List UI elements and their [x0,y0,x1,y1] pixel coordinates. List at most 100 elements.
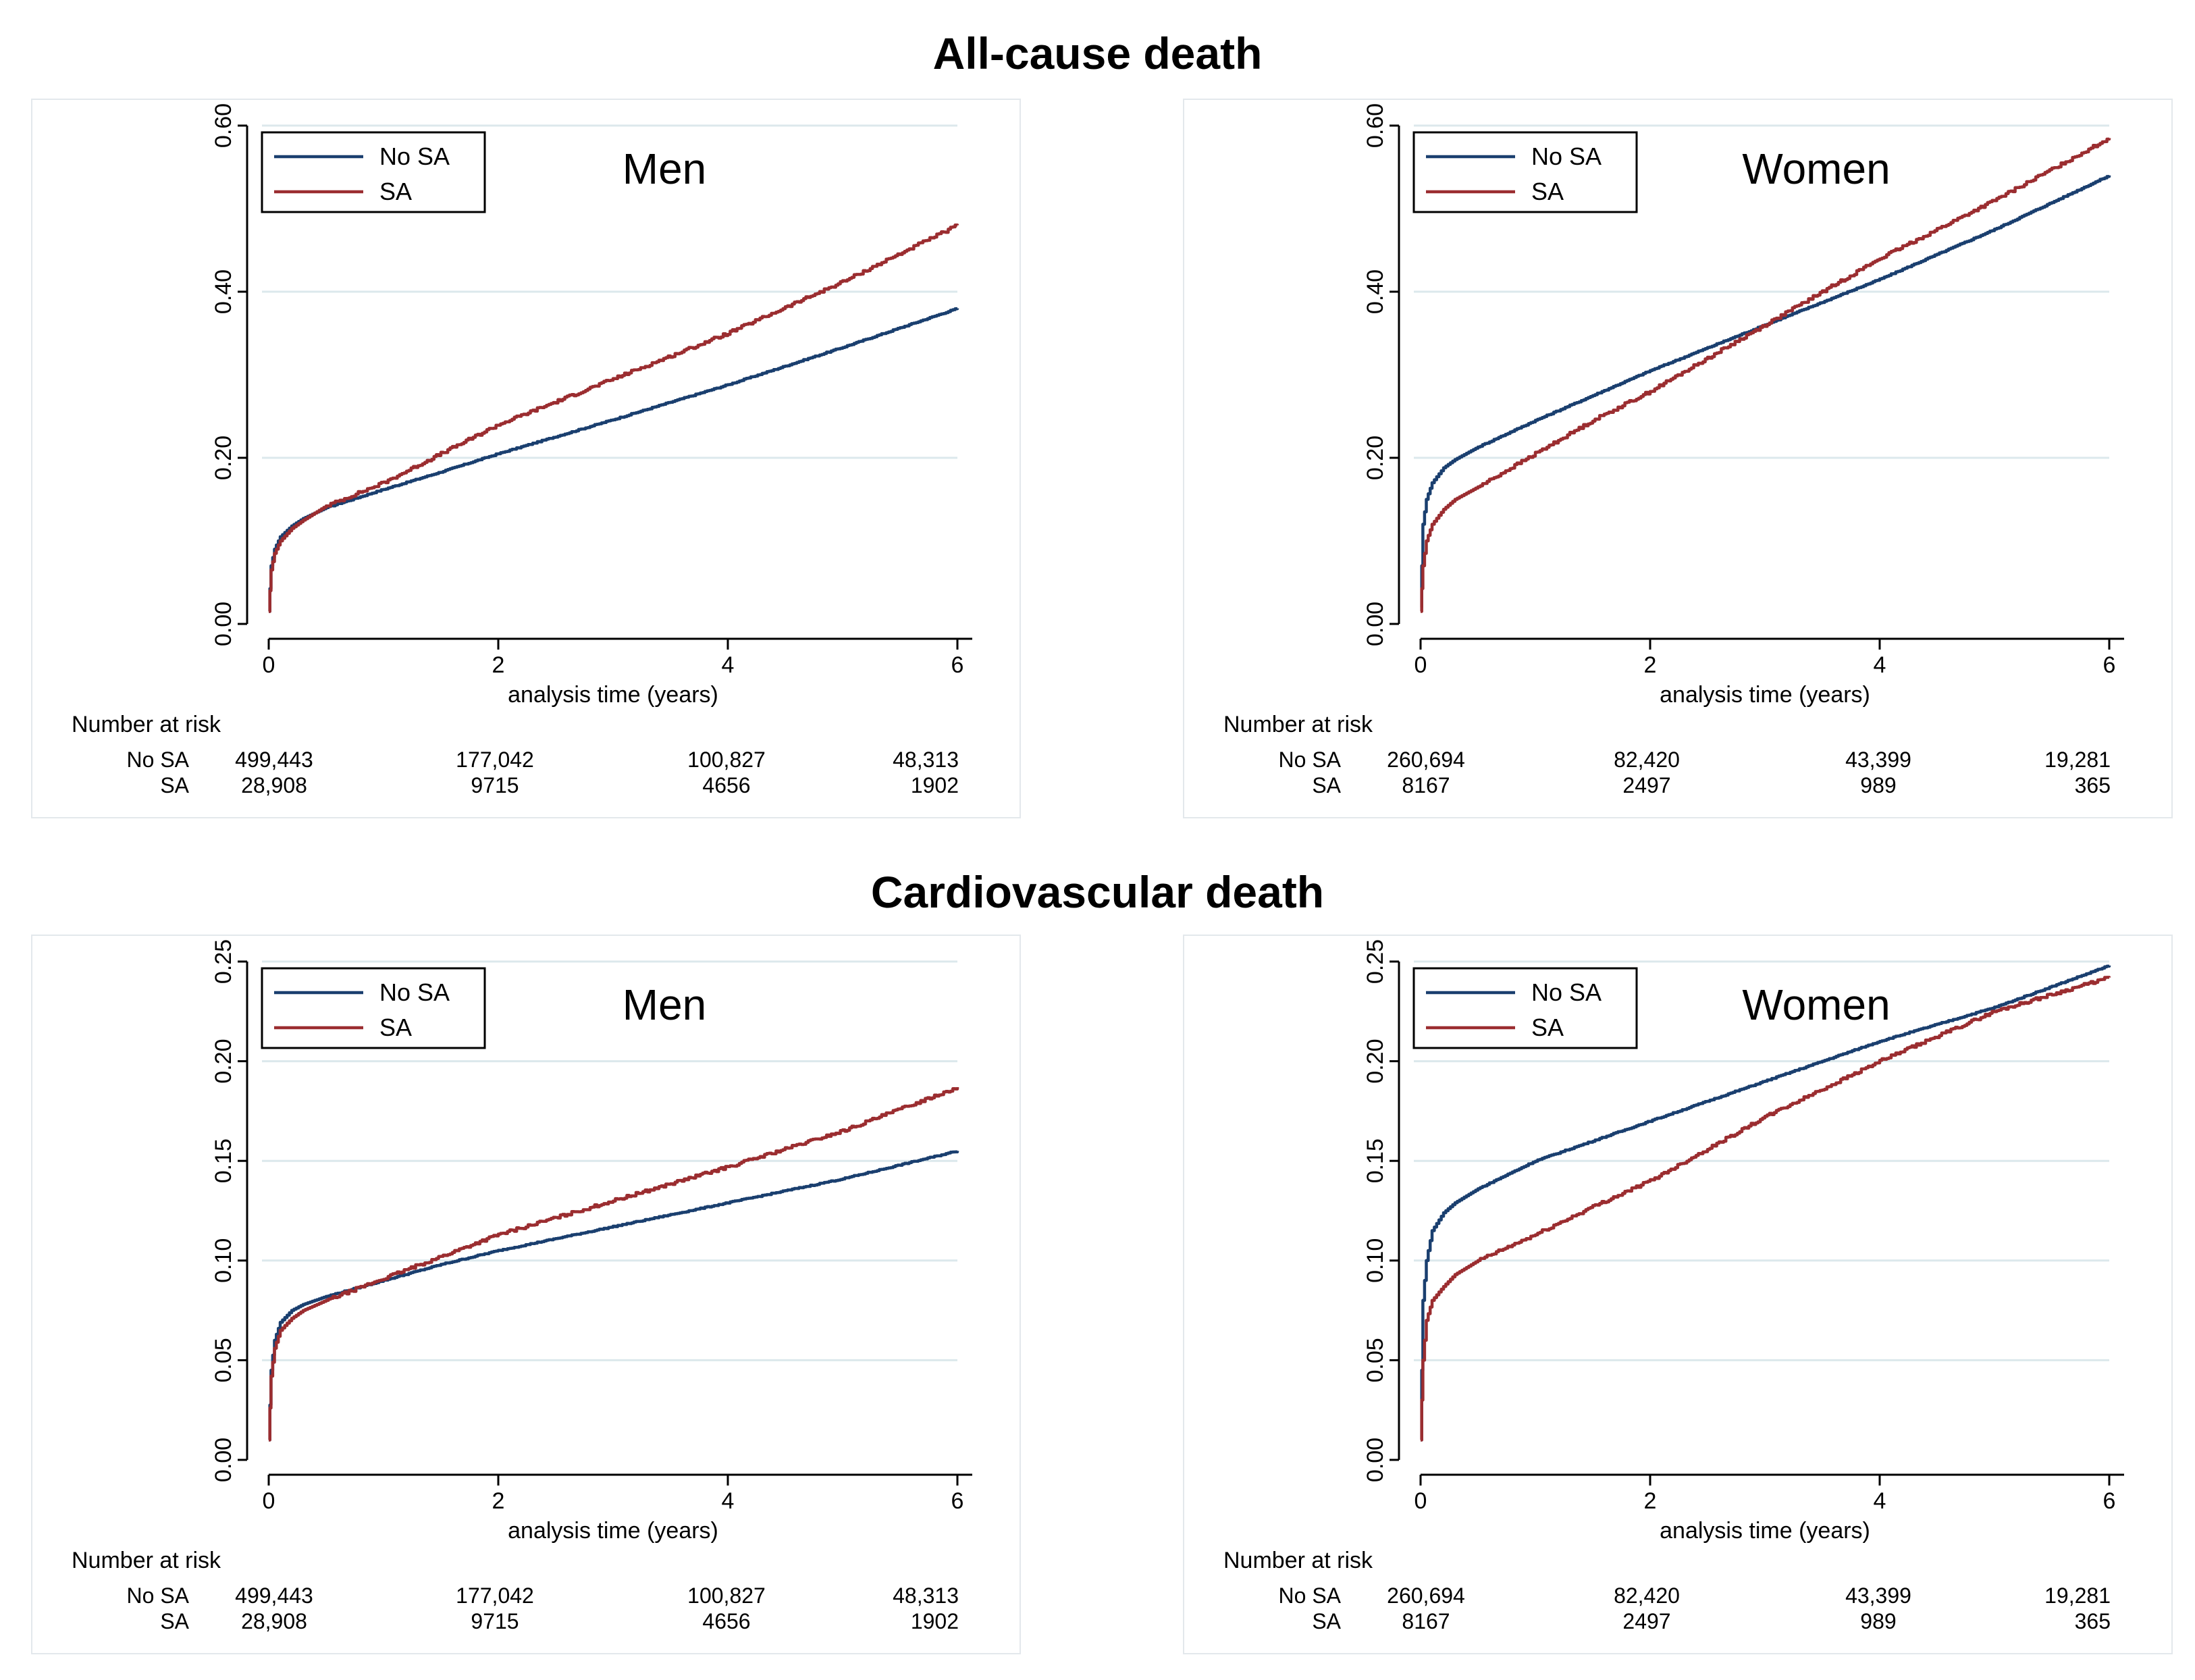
series-line-sa [1420,137,2111,613]
series-line-no-sa [1420,175,2111,609]
section-title-all-cause-death: All-cause death [932,28,1263,78]
y-tick-label: 0.10 [1363,1238,1388,1283]
legend-box [261,131,486,213]
y-tick-label: 0.20 [1363,1039,1388,1084]
risk-value: 19,281 [2044,1583,2111,1608]
risk-value: 48,313 [893,747,959,772]
legend-label: No SA [1531,978,1602,1006]
x-tick-label: 6 [951,1488,964,1514]
series-line-sa [1420,976,2111,1442]
panel-title: Men [623,145,707,193]
y-tick-label: 0.40 [211,269,236,314]
risk-value: 177,042 [456,747,534,772]
risk-value: 1902 [911,773,959,797]
legend-box [261,967,486,1049]
y-tick-label: 0.00 [211,602,236,646]
risk-row-label: SA [160,773,189,797]
risk-value: 8167 [1402,1609,1450,1633]
x-tick-label: 6 [2103,1488,2116,1514]
chart-svg: 0.00 0.05 0.10 0.15 0.20 0.25 0 2 4 6 analysis tim… [1223,939,2124,1633]
risk-value: 28,908 [241,1609,307,1633]
risk-value: 2497 [1622,1609,1670,1633]
risk-value: 28,908 [241,773,307,797]
risk-value: 9715 [471,1609,519,1633]
y-tick-label: 0.25 [1363,939,1388,984]
risk-row-label: No SA [1279,747,1342,772]
x-tick-label: 4 [722,652,735,678]
y-tick-label: 0.05 [1363,1338,1388,1382]
series-line-no-sa [268,1150,959,1442]
y-tick-label: 0.25 [211,939,236,984]
risk-table-header: Number at risk [72,1548,221,1573]
risk-value: 43,399 [1845,1583,1911,1608]
chart-svg: 0.00 0.20 0.40 0.60 0 2 4 6 analysis time (years… [72,103,972,797]
x-axis-label: analysis time (years) [1660,1518,1870,1544]
risk-value: 8167 [1402,773,1450,797]
risk-table-header: Number at risk [1223,1548,1373,1573]
risk-value: 19,281 [2044,747,2111,772]
panel-title: Women [1742,145,1890,193]
y-tick-label: 0.40 [1363,269,1388,314]
x-tick-label: 2 [1644,1488,1657,1514]
legend-label: SA [1531,178,1564,205]
risk-value: 4656 [702,1609,750,1633]
risk-value: 100,827 [687,1583,766,1608]
risk-row-label: SA [1312,1609,1341,1633]
legend-label: SA [379,178,412,205]
chart-panel-cardiovascular-men: 0.00 0.05 0.10 0.15 0.20 0.25 0 2 4 6 analysis tim… [31,935,1021,1654]
section-title-cardiovascular-death: Cardiovascular death [870,867,1325,917]
x-tick-label: 0 [1414,652,1427,678]
series-line-sa [268,1087,959,1442]
risk-row-label: No SA [1279,1583,1342,1608]
risk-row-label: No SA [127,1583,190,1608]
risk-row-label: No SA [127,747,190,772]
risk-value: 1902 [911,1609,959,1633]
legend: No SA SA [261,131,486,213]
x-axis-label: analysis time (years) [1660,682,1870,708]
panel-title: Women [1742,980,1890,1029]
chart-panel-cardiovascular-women: 0.00 0.05 0.10 0.15 0.20 0.25 0 2 4 6 analysis tim… [1183,935,2173,1654]
y-tick-label: 0.00 [1363,1438,1388,1482]
x-tick-label: 4 [1874,652,1886,678]
x-tick-label: 6 [2103,652,2116,678]
legend-label: No SA [379,142,450,170]
y-tick-label: 0.15 [211,1138,236,1183]
risk-value: 2497 [1622,773,1670,797]
x-tick-label: 0 [263,1488,275,1514]
legend: No SA SA [261,967,486,1049]
chart-panel-all-cause-men: 0.00 0.20 0.40 0.60 0 2 4 6 analysis time (years… [31,99,1021,818]
risk-value: 989 [1860,773,1896,797]
legend-label: No SA [379,978,450,1006]
risk-value: 9715 [471,773,519,797]
x-tick-label: 2 [492,652,505,678]
x-axis-label: analysis time (years) [508,1518,718,1544]
y-tick-label: 0.05 [211,1338,236,1382]
risk-value: 4656 [702,773,750,797]
series-line-no-sa [268,307,959,613]
series-line-no-sa [1420,964,2111,1442]
panel-title: Men [623,980,707,1029]
risk-value: 989 [1860,1609,1896,1633]
y-tick-label: 0.60 [211,103,236,148]
risk-value: 100,827 [687,747,766,772]
y-tick-label: 0.20 [1363,436,1388,480]
y-tick-label: 0.20 [211,1039,236,1084]
legend-label: SA [1531,1014,1564,1041]
risk-value: 260,694 [1387,747,1465,772]
y-tick-label: 0.15 [1363,1138,1388,1183]
series-line-sa [268,223,959,613]
risk-value: 82,420 [1614,1583,1680,1608]
x-tick-label: 4 [722,1488,735,1514]
risk-value: 260,694 [1387,1583,1465,1608]
chart-svg: 0.00 0.20 0.40 0.60 0 2 4 6 analysis time (years… [1223,103,2124,797]
legend-box [1412,131,1638,213]
risk-table-header: Number at risk [1223,712,1373,737]
legend-label: No SA [1531,142,1602,170]
y-tick-label: 0.00 [1363,602,1388,646]
risk-value: 499,443 [235,1583,313,1608]
legend-label: SA [379,1014,412,1041]
legend: No SA SA [1412,967,1638,1049]
risk-table-header: Number at risk [72,712,221,737]
risk-value: 48,313 [893,1583,959,1608]
x-tick-label: 0 [263,652,275,678]
